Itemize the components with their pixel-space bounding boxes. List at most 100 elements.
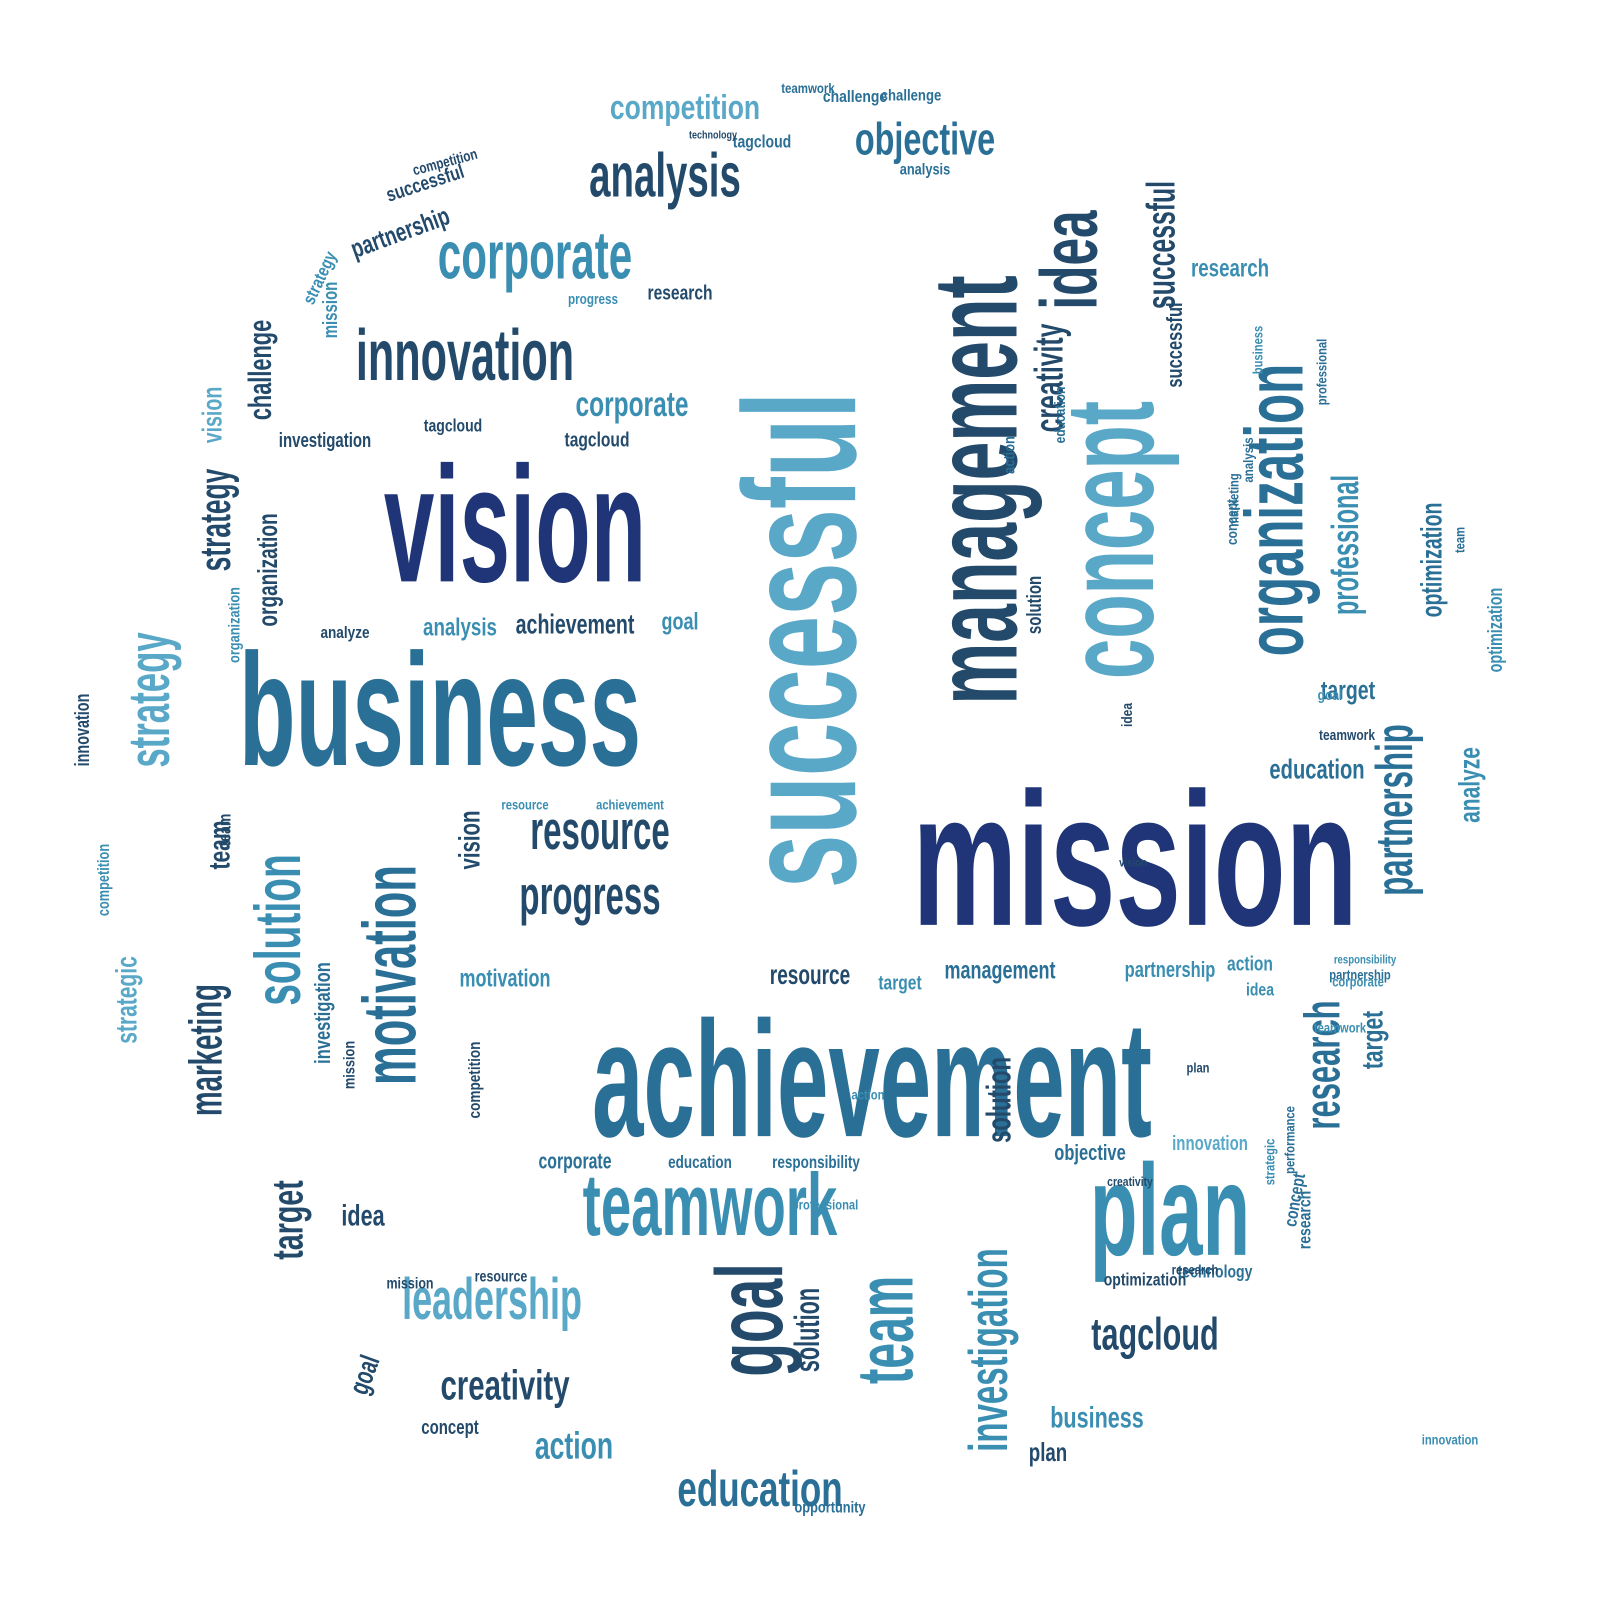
word-action: action: [1227, 953, 1273, 975]
word-action: action: [852, 1087, 885, 1102]
word-professional: professional: [792, 1197, 858, 1212]
word-technology: technology: [689, 130, 737, 142]
word-concept: concept: [1040, 401, 1179, 679]
word-goal: goal: [343, 1351, 386, 1399]
word-teamwork: teamwork: [781, 80, 835, 96]
word-concept: concept: [421, 1416, 479, 1439]
word-concept: concept: [1224, 499, 1241, 545]
word-organization: organization: [226, 587, 244, 663]
word-goal: goal: [1318, 687, 1343, 704]
word-research: research: [1172, 1262, 1219, 1277]
word-solution: solution: [789, 1288, 827, 1372]
word-solution: solution: [981, 1057, 1019, 1143]
word-tagcloud: tagcloud: [733, 132, 791, 152]
word-analysis: analysis: [900, 161, 950, 179]
word-partnership: partnership: [1125, 958, 1216, 983]
word-idea: idea: [1026, 210, 1115, 310]
word-business: business: [1050, 1400, 1144, 1434]
word-goal: goal: [662, 609, 699, 635]
word-organization: organization: [1230, 364, 1321, 656]
word-responsibility: responsibility: [772, 1153, 860, 1172]
word-progress: progress: [568, 291, 618, 308]
word-objective: objective: [1054, 1141, 1126, 1166]
word-target: target: [878, 972, 921, 994]
word-optimization: optimization: [1415, 503, 1448, 618]
word-corporate: corporate: [1332, 974, 1384, 989]
word-progress: progress: [519, 864, 660, 926]
word-team: team: [215, 814, 235, 847]
word-solution: solution: [242, 854, 315, 1006]
word-analysis: analysis: [589, 140, 741, 210]
word-resource: resource: [475, 1268, 528, 1286]
word-performance: performance: [1282, 1106, 1297, 1174]
word-competition: competition: [466, 1042, 485, 1119]
word-target: target: [1357, 1011, 1389, 1070]
word-team: team: [840, 1276, 929, 1384]
word-plan: plan: [1090, 1137, 1250, 1283]
word-partnership: partnership: [1329, 967, 1391, 982]
word-optimization: optimization: [1104, 1270, 1187, 1290]
word-analyze: analyze: [1454, 747, 1486, 823]
word-business: business: [239, 621, 641, 800]
word-successful: successful: [1140, 181, 1184, 309]
word-corporate: corporate: [576, 386, 689, 424]
word-education: education: [1269, 755, 1364, 786]
word-creativity: creativity: [440, 1361, 569, 1409]
word-management: management: [945, 956, 1056, 985]
word-marketing: marketing: [182, 984, 233, 1116]
word-leadership: leadership: [402, 1268, 582, 1333]
word-vision: vision: [197, 387, 228, 444]
word-vision: vision: [384, 433, 646, 618]
word-investigation: investigation: [957, 1248, 1019, 1451]
word-optimization: optimization: [1484, 588, 1507, 673]
word-education: education: [1052, 387, 1069, 444]
word-strategy: strategy: [190, 469, 240, 572]
word-mission: mission: [912, 754, 1357, 966]
word-resource: resource: [501, 797, 548, 812]
word-innovation: innovation: [71, 694, 94, 767]
word-education: education: [677, 1462, 842, 1518]
word-mission: mission: [319, 282, 342, 339]
word-corporate: corporate: [538, 1150, 611, 1174]
word-action: action: [1001, 436, 1019, 474]
word-resource: resource: [770, 959, 850, 991]
word-challenge: challenge: [881, 87, 942, 104]
word-achievement: achievement: [516, 609, 635, 640]
word-management: management: [908, 275, 1043, 704]
word-organization: organization: [252, 513, 284, 626]
word-analysis: analysis: [1240, 437, 1256, 482]
word-plan: plan: [1029, 1437, 1067, 1467]
word-team: team: [204, 821, 236, 870]
word-objective: objective: [855, 115, 995, 164]
word-achievement: achievement: [592, 988, 1152, 1172]
word-strategy: strategy: [118, 632, 182, 768]
word-corporate: corporate: [438, 217, 632, 293]
word-mission: mission: [341, 1041, 359, 1089]
word-responsibility: responsibility: [1334, 953, 1396, 966]
word-strategic: strategic: [1262, 1139, 1277, 1186]
word-successful: successful: [711, 392, 889, 888]
word-professional: professional: [1314, 339, 1329, 405]
word-idea: idea: [1246, 980, 1275, 1000]
word-team: team: [1452, 527, 1467, 553]
word-teamwork: teamwork: [1314, 1020, 1367, 1035]
word-teamwork: teamwork: [583, 1156, 838, 1255]
word-innovation: innovation: [356, 314, 574, 395]
word-education: education: [668, 1153, 732, 1172]
word-resource: resource: [530, 799, 669, 861]
word-research: research: [1191, 254, 1269, 282]
word-tagcloud: tagcloud: [424, 416, 482, 436]
word-action: action: [535, 1424, 613, 1467]
word-idea: idea: [1119, 703, 1136, 727]
word-business: business: [1250, 326, 1265, 374]
word-solution: solution: [1023, 576, 1046, 634]
word-plan: plan: [1187, 1060, 1210, 1075]
word-analyze: analyze: [320, 624, 369, 643]
word-teamwork: teamwork: [1319, 727, 1375, 744]
word-research: research: [647, 282, 712, 304]
word-investigation: investigation: [311, 962, 336, 1064]
word-target: target: [262, 1180, 312, 1259]
word-technology: technology: [1178, 1262, 1253, 1282]
word-opportunity: opportunity: [794, 1499, 865, 1517]
